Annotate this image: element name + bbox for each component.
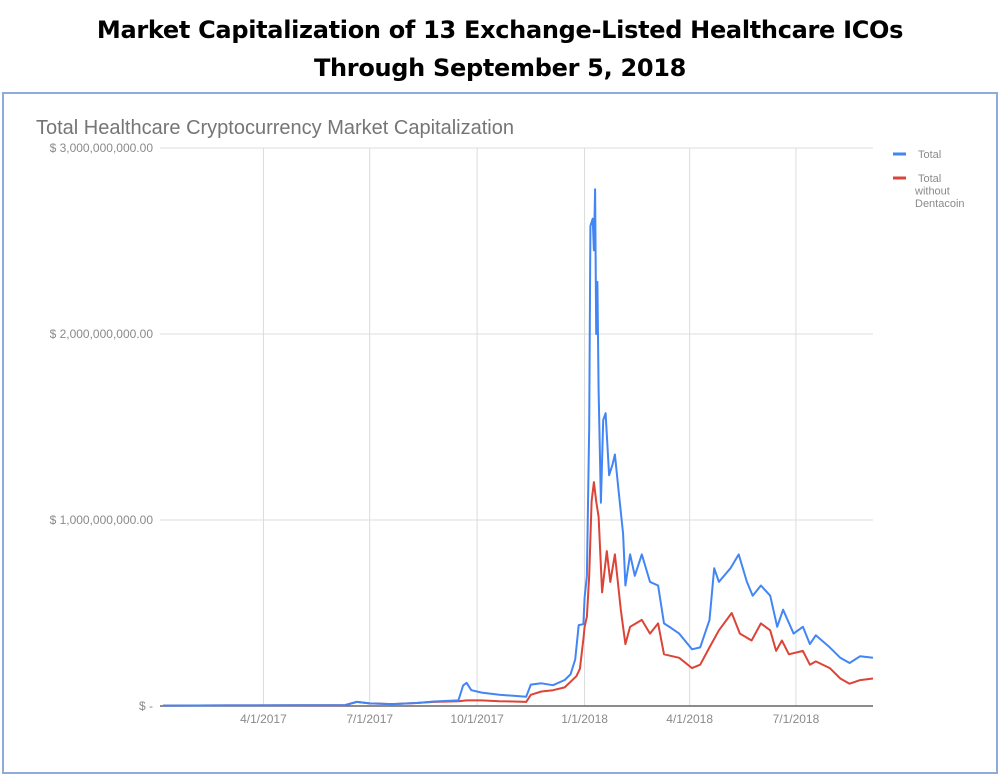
series-lines xyxy=(162,188,874,707)
y-tick-label: $ 1,000,000,000.00 xyxy=(50,513,154,527)
x-tick-label: 7/1/2017 xyxy=(346,712,393,726)
series-line-total xyxy=(162,188,874,707)
legend-label: Dentacoin xyxy=(915,198,965,210)
x-tick-label: 4/1/2017 xyxy=(240,712,287,726)
legend-label: Total xyxy=(918,149,941,161)
legend-label: without xyxy=(914,186,950,198)
legend-label: Total xyxy=(918,173,941,185)
chart-title: Total Healthcare Cryptocurrency Market C… xyxy=(36,117,514,139)
gridlines xyxy=(160,147,873,706)
x-tick-label: 1/1/2018 xyxy=(561,712,608,726)
figure-title-line-2: Through September 5, 2018 xyxy=(313,54,687,82)
y-tick-label: $ - xyxy=(139,699,153,713)
x-tick-label: 7/1/2018 xyxy=(773,712,820,726)
y-tick-label: $ 3,000,000,000.00 xyxy=(50,141,154,155)
y-tick-label: $ 2,000,000,000.00 xyxy=(50,327,154,341)
x-axis-labels: 4/1/2017 7/1/2017 10/1/2017 1/1/2018 4/1/201… xyxy=(240,712,820,726)
series-line-total-without-dentacoin xyxy=(162,481,874,707)
y-axis-labels: $ - $ 1,000,000,000.00 $ 2,000,000,000.00 $… xyxy=(50,141,154,713)
figure-title-line-1: Market Capitalization of 13 Exchange-Lis… xyxy=(96,16,904,44)
x-tick-label: 10/1/2017 xyxy=(450,712,504,726)
chart-frame xyxy=(2,92,998,774)
x-tick-label: 4/1/2018 xyxy=(666,712,713,726)
